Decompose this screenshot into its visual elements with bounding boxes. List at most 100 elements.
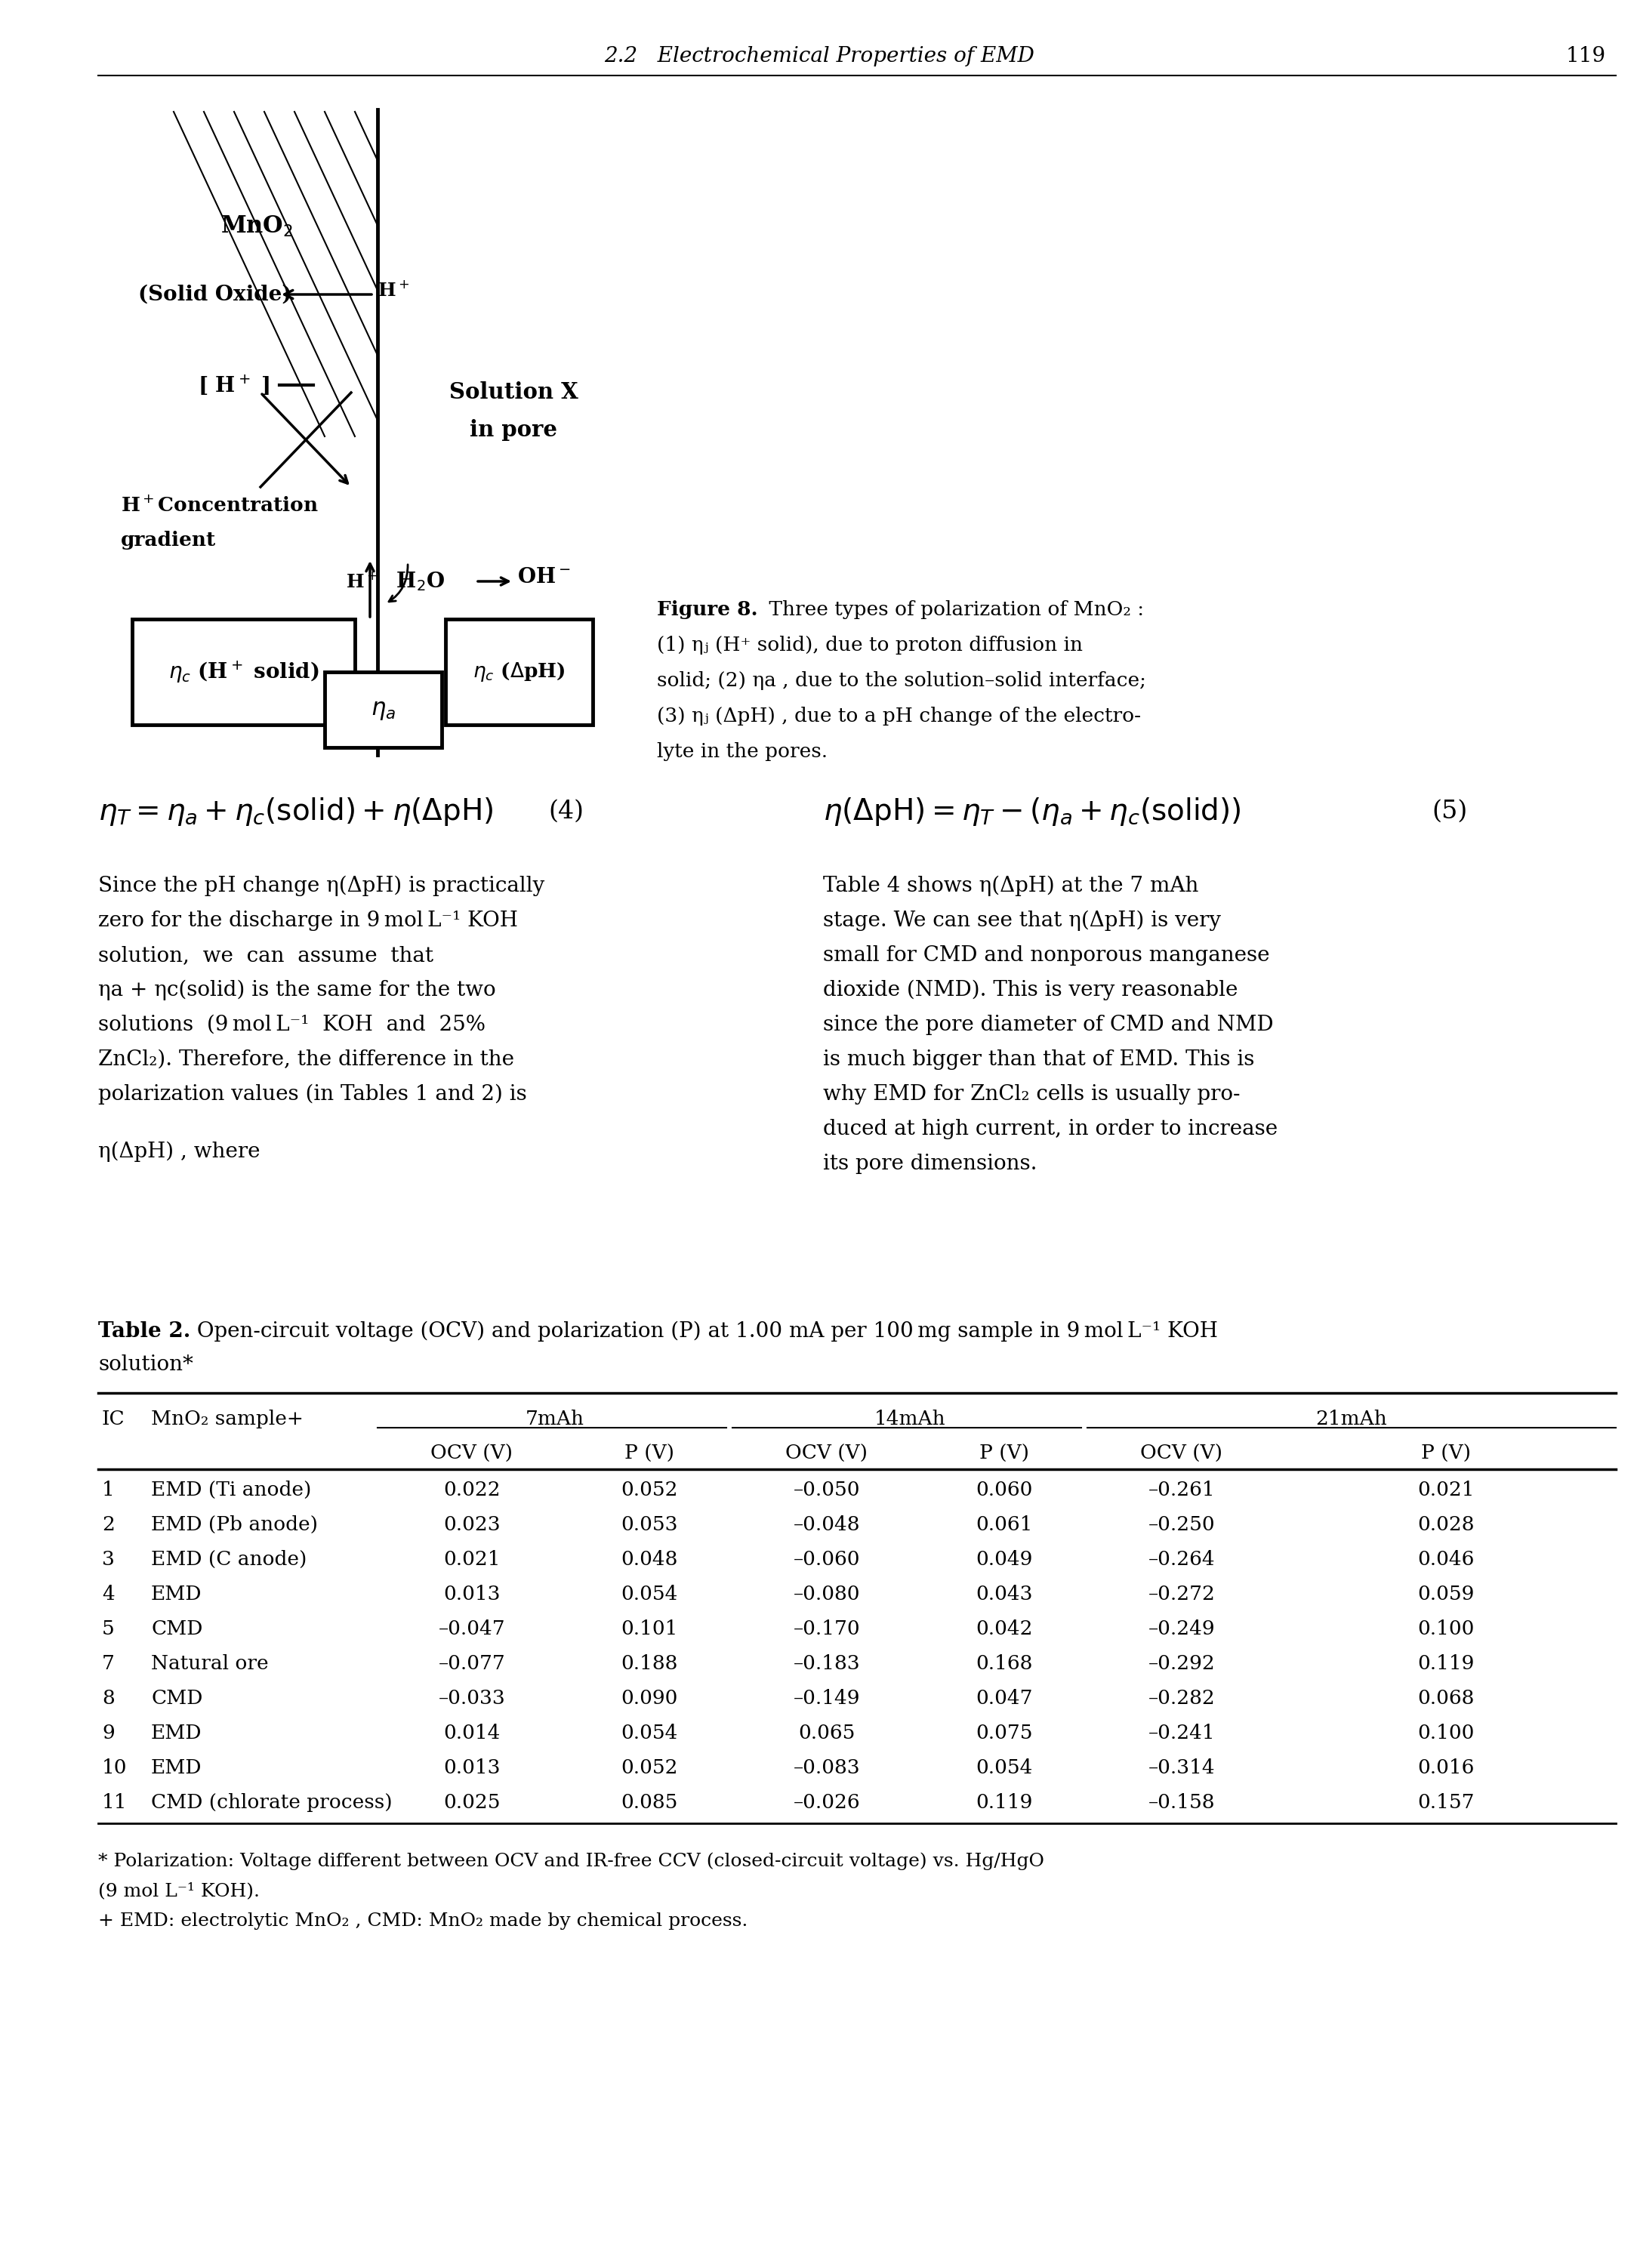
- Text: 0.060: 0.060: [976, 1481, 1033, 1499]
- Text: 8: 8: [101, 1690, 115, 1708]
- Text: stage. We can see that η(ΔpH) is very: stage. We can see that η(ΔpH) is very: [823, 909, 1221, 932]
- Text: –0.183: –0.183: [794, 1653, 861, 1674]
- Text: small for CMD and nonporous manganese: small for CMD and nonporous manganese: [823, 946, 1270, 966]
- Text: ηa + ηc(solid) is the same for the two: ηa + ηc(solid) is the same for the two: [98, 980, 496, 1000]
- Text: IC: IC: [101, 1411, 124, 1429]
- Text: Open-circuit voltage (OCV) and polarization (P) at 1.00 mA per 100 mg sample in : Open-circuit voltage (OCV) and polarizat…: [190, 1322, 1218, 1343]
- Text: its pore dimensions.: its pore dimensions.: [823, 1154, 1038, 1175]
- Text: + EMD: electrolytic MnO₂ , CMD: MnO₂ made by chemical process.: + EMD: electrolytic MnO₂ , CMD: MnO₂ mad…: [98, 1912, 748, 1930]
- Text: 0.053: 0.053: [620, 1515, 678, 1535]
- Text: 0.061: 0.061: [976, 1515, 1033, 1535]
- Text: –0.261: –0.261: [1148, 1481, 1215, 1499]
- Bar: [445, 619, 593, 726]
- Text: 0.013: 0.013: [444, 1585, 501, 1603]
- Text: $\eta_c$ ($\Delta$pH): $\eta_c$ ($\Delta$pH): [473, 660, 565, 683]
- Text: –0.241: –0.241: [1148, 1724, 1215, 1742]
- Text: 0.047: 0.047: [976, 1690, 1033, 1708]
- Text: H$_2$O: H$_2$O: [390, 569, 445, 592]
- Text: is much bigger than that of EMD. This is: is much bigger than that of EMD. This is: [823, 1050, 1254, 1070]
- Text: –0.060: –0.060: [794, 1551, 859, 1569]
- Text: CMD: CMD: [151, 1690, 203, 1708]
- Text: 0.119: 0.119: [976, 1794, 1033, 1812]
- Text: OCV (V): OCV (V): [1141, 1445, 1223, 1463]
- Text: (4): (4): [548, 801, 584, 823]
- Text: 0.119: 0.119: [1418, 1653, 1475, 1674]
- Text: (5): (5): [1432, 801, 1468, 823]
- Text: 0.049: 0.049: [976, 1551, 1033, 1569]
- Text: –0.250: –0.250: [1148, 1515, 1215, 1535]
- Text: 0.028: 0.028: [1418, 1515, 1475, 1535]
- Text: CMD (chlorate process): CMD (chlorate process): [151, 1794, 393, 1812]
- Text: OCV (V): OCV (V): [431, 1445, 512, 1463]
- Text: MnO₂ sample+: MnO₂ sample+: [151, 1411, 303, 1429]
- Text: 0.042: 0.042: [976, 1619, 1033, 1637]
- Text: 0.022: 0.022: [444, 1481, 501, 1499]
- Text: 0.052: 0.052: [620, 1758, 678, 1778]
- Text: 0.075: 0.075: [976, 1724, 1033, 1742]
- Text: MnO$_2$: MnO$_2$: [221, 215, 293, 238]
- Text: 9: 9: [101, 1724, 115, 1742]
- Text: zero for the discharge in 9 mol L⁻¹ KOH: zero for the discharge in 9 mol L⁻¹ KOH: [98, 909, 517, 930]
- Text: EMD: EMD: [151, 1724, 201, 1742]
- Text: –0.047: –0.047: [439, 1619, 506, 1637]
- Text: –0.272: –0.272: [1148, 1585, 1215, 1603]
- Text: –0.083: –0.083: [794, 1758, 861, 1778]
- Text: –0.158: –0.158: [1148, 1794, 1215, 1812]
- Text: (9 mol L⁻¹ KOH).: (9 mol L⁻¹ KOH).: [98, 1882, 260, 1901]
- Text: 3: 3: [101, 1551, 115, 1569]
- Text: (Solid Oxide): (Solid Oxide): [139, 284, 291, 304]
- Text: 0.021: 0.021: [444, 1551, 501, 1569]
- Text: H$^+$: H$^+$: [345, 572, 378, 590]
- Text: 0.100: 0.100: [1418, 1619, 1475, 1637]
- Text: 14mAh: 14mAh: [874, 1411, 946, 1429]
- Text: 0.090: 0.090: [620, 1690, 678, 1708]
- Text: Since the pH change η(ΔpH) is practically: Since the pH change η(ΔpH) is practicall…: [98, 875, 545, 896]
- Text: Natural ore: Natural ore: [151, 1653, 268, 1674]
- Text: –0.282: –0.282: [1148, 1690, 1215, 1708]
- Text: 0.014: 0.014: [444, 1724, 501, 1742]
- Text: 0.068: 0.068: [1418, 1690, 1475, 1708]
- Text: H$^+$: H$^+$: [378, 281, 409, 299]
- Text: –0.080: –0.080: [794, 1585, 859, 1603]
- Text: –0.149: –0.149: [794, 1690, 859, 1708]
- Text: EMD: EMD: [151, 1758, 201, 1778]
- Text: P (V): P (V): [624, 1445, 674, 1463]
- Text: 0.085: 0.085: [620, 1794, 678, 1812]
- Text: 0.013: 0.013: [444, 1758, 501, 1778]
- Text: 5: 5: [101, 1619, 115, 1637]
- Text: –0.292: –0.292: [1148, 1653, 1215, 1674]
- Text: H$^+$Concentration: H$^+$Concentration: [121, 497, 319, 515]
- Text: 0.168: 0.168: [976, 1653, 1033, 1674]
- Text: since the pore diameter of CMD and NMD: since the pore diameter of CMD and NMD: [823, 1014, 1274, 1034]
- Text: –0.314: –0.314: [1148, 1758, 1215, 1778]
- Text: $\eta_c$ (H$^+$ solid): $\eta_c$ (H$^+$ solid): [169, 660, 319, 685]
- Text: 10: 10: [101, 1758, 128, 1778]
- Text: EMD (Ti anode): EMD (Ti anode): [151, 1481, 311, 1499]
- Text: 0.059: 0.059: [1418, 1585, 1475, 1603]
- Text: 0.054: 0.054: [976, 1758, 1033, 1778]
- Text: –0.026: –0.026: [794, 1794, 861, 1812]
- Text: CMD: CMD: [151, 1619, 203, 1637]
- Text: EMD: EMD: [151, 1585, 201, 1603]
- Text: 11: 11: [101, 1794, 128, 1812]
- Text: –0.170: –0.170: [794, 1619, 861, 1637]
- Text: (3) ηⱼ (ΔpH) , due to a pH change of the electro-: (3) ηⱼ (ΔpH) , due to a pH change of the…: [656, 708, 1141, 726]
- Text: 4: 4: [101, 1585, 115, 1603]
- Text: solid; (2) ηa , due to the solution–solid interface;: solid; (2) ηa , due to the solution–soli…: [656, 671, 1146, 689]
- Text: ZnCl₂). Therefore, the difference in the: ZnCl₂). Therefore, the difference in the: [98, 1050, 514, 1070]
- Text: –0.249: –0.249: [1148, 1619, 1215, 1637]
- Text: 0.101: 0.101: [620, 1619, 678, 1637]
- Text: solutions  (9 mol L⁻¹  KOH  and  25%: solutions (9 mol L⁻¹ KOH and 25%: [98, 1014, 486, 1034]
- Text: 0.048: 0.048: [620, 1551, 678, 1569]
- Text: why EMD for ZnCl₂ cells is usually pro-: why EMD for ZnCl₂ cells is usually pro-: [823, 1084, 1241, 1105]
- Text: duced at high current, in order to increase: duced at high current, in order to incre…: [823, 1118, 1278, 1139]
- Text: 0.188: 0.188: [620, 1653, 678, 1674]
- Text: in pore: in pore: [470, 420, 557, 442]
- Text: * Polarization: Voltage different between OCV and IR-free CCV (closed-circuit vo: * Polarization: Voltage different betwee…: [98, 1853, 1044, 1871]
- Text: Solution X: Solution X: [449, 381, 578, 404]
- Text: Three types of polarization of MnO₂ :: Three types of polarization of MnO₂ :: [763, 601, 1144, 619]
- Text: 0.052: 0.052: [620, 1481, 678, 1499]
- Text: 7mAh: 7mAh: [525, 1411, 584, 1429]
- Text: 0.054: 0.054: [620, 1724, 678, 1742]
- Text: lyte in the pores.: lyte in the pores.: [656, 742, 828, 762]
